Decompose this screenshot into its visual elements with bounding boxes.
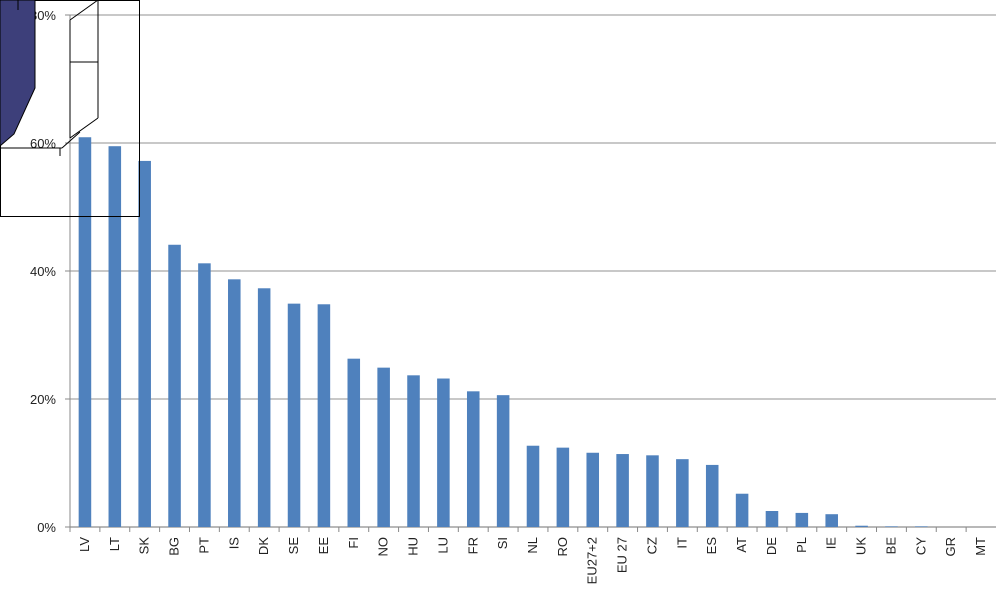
x-category-label: IT: [674, 537, 689, 549]
x-category-label: CZ: [644, 537, 659, 554]
bars: [78, 137, 928, 528]
bar-pl: [795, 512, 809, 527]
x-category-label: DE: [764, 537, 779, 555]
bar-is: [228, 279, 241, 527]
bar-lt: [108, 146, 122, 527]
bar-si: [496, 395, 510, 527]
bar-de: [765, 511, 779, 527]
x-category-label: RO: [555, 537, 570, 557]
bar-nl: [526, 445, 540, 527]
bar-ro: [556, 447, 570, 527]
x-category-label: NL: [525, 537, 540, 554]
bar-at: [735, 493, 749, 527]
x-category-label: HU: [406, 537, 421, 556]
bar-dk: [257, 288, 271, 527]
x-category-label: EU27+2: [585, 537, 600, 584]
x-category-label: BG: [167, 537, 182, 556]
x-category-label: FR: [465, 537, 480, 554]
bar-fr: [466, 391, 480, 527]
x-category-label: PT: [196, 537, 211, 554]
y-tick-label: 80%: [30, 8, 56, 23]
x-category-label: CY: [913, 537, 928, 555]
bar-lu: [437, 378, 450, 527]
bar-it: [676, 459, 689, 527]
bar-fi: [347, 358, 361, 527]
y-tick-label: 40%: [30, 264, 56, 279]
bar-sk: [138, 160, 151, 528]
x-category-label: IE: [824, 537, 839, 550]
bar-uk: [855, 525, 868, 527]
bar-ee: [317, 304, 331, 527]
bar-eu27-2: [586, 452, 600, 527]
x-category-label: AT: [734, 537, 749, 553]
bar-no: [377, 367, 390, 527]
x-category-label: MT: [973, 537, 988, 556]
bar-es: [705, 464, 719, 527]
x-category-label: LU: [435, 537, 450, 554]
x-category-label: SK: [137, 537, 152, 555]
x-category-label: SI: [495, 537, 510, 549]
x-axis-labels: LV LT SK BG PT IS DK SE EE FI NO HU LU FR SI NL RO EU27+2…: [69, 527, 988, 584]
x-category-label: UK: [854, 537, 869, 555]
x-category-label: ES: [704, 537, 719, 555]
x-category-label: LT: [107, 537, 122, 551]
bar-hu: [407, 375, 420, 527]
x-category-label: GR: [943, 537, 958, 557]
bar-eu-27: [616, 454, 629, 527]
bar-cz: [646, 455, 659, 527]
y-tick-label: 0%: [37, 520, 56, 535]
x-category-label: PL: [794, 537, 809, 553]
bar-pt: [198, 263, 211, 527]
x-category-label: IS: [226, 537, 241, 550]
x-category-label: BE: [883, 537, 898, 555]
y-tick-label: 60%: [30, 136, 56, 151]
bar-bg: [168, 244, 181, 527]
bar-lv: [78, 137, 92, 528]
y-tick-label: 20%: [30, 392, 56, 407]
x-category-label: FI: [346, 537, 361, 549]
x-category-label: EU 27: [615, 537, 630, 573]
x-category-label: DK: [256, 537, 271, 555]
bar-ie: [825, 514, 838, 527]
x-category-label: SE: [286, 537, 301, 555]
x-category-label: EE: [316, 537, 331, 555]
x-category-label: NO: [376, 537, 391, 557]
bar-cy: [915, 526, 928, 527]
x-category-label: LV: [77, 537, 92, 552]
bar-be: [885, 526, 898, 527]
bar-se: [287, 303, 301, 527]
